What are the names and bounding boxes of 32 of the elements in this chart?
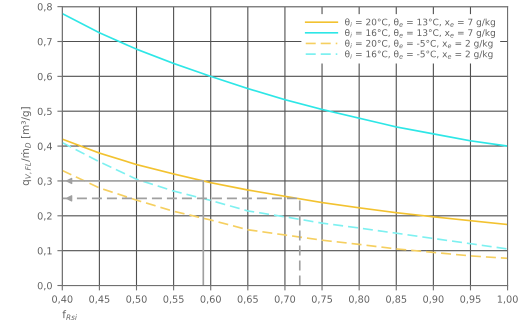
x-axis-title: f$_{Rsi}$: [62, 310, 77, 320]
x-tick-label: 0,55: [163, 295, 184, 304]
x-tick-label: 0,40: [52, 295, 72, 304]
line-series: [62, 138, 508, 226]
y-axis-title: q$_{V,FL}$/ṁ$_{D}$ [m³/g]: [21, 107, 32, 186]
x-tick-label: 0,60: [200, 295, 221, 304]
y-tick-label: 0,5: [38, 108, 52, 116]
y-tick-label: 0,4: [38, 142, 52, 151]
legend-label: θ$_{i}$ = 16°C, θ$_{e}$ = 13°C, x$_{e}$ = 7 g/kg: [345, 29, 495, 38]
x-tick-label: 0,95: [460, 295, 480, 304]
x-tick-label: 0,75: [312, 295, 332, 304]
x-tick-label: 0,80: [348, 295, 370, 304]
line-series: [62, 12, 508, 147]
x-tick-label: 0,70: [274, 295, 296, 304]
x-tick-label: 0,85: [386, 295, 406, 304]
legend-label: θ$_{i}$ = 16°C, θ$_{e}$ = -5°C, x$_{e}$ = 2 g/kg: [345, 50, 492, 60]
y-tick-label: 0,8: [38, 3, 52, 12]
y-tick-label: 0,2: [38, 212, 52, 221]
x-tick-label: 0,50: [126, 295, 147, 304]
legend-label: θ$_{i}$ = 20°C, θ$_{e}$ = 13°C, x$_{e}$ = 7 g/kg: [345, 18, 495, 28]
y-tick-label: 0,3: [38, 177, 52, 186]
legend-label: θ$_{i}$ = 20°C, θ$_{e}$ = -5°C, x$_{e}$ = 2 g/kg: [345, 40, 492, 48]
line-series: [62, 142, 508, 250]
y-tick-label: 0,1: [38, 247, 52, 256]
line-series: [62, 170, 508, 260]
x-tick-label: 0,90: [423, 295, 444, 304]
y-tick-label: 0,6: [38, 72, 52, 82]
x-tick-label: 0,45: [89, 295, 110, 304]
x-tick-label: 1,00: [498, 295, 518, 304]
y-tick-label: 0,7: [38, 38, 52, 46]
x-tick-label: 0,65: [238, 295, 258, 304]
y-tick-label: 0,0: [38, 282, 52, 290]
